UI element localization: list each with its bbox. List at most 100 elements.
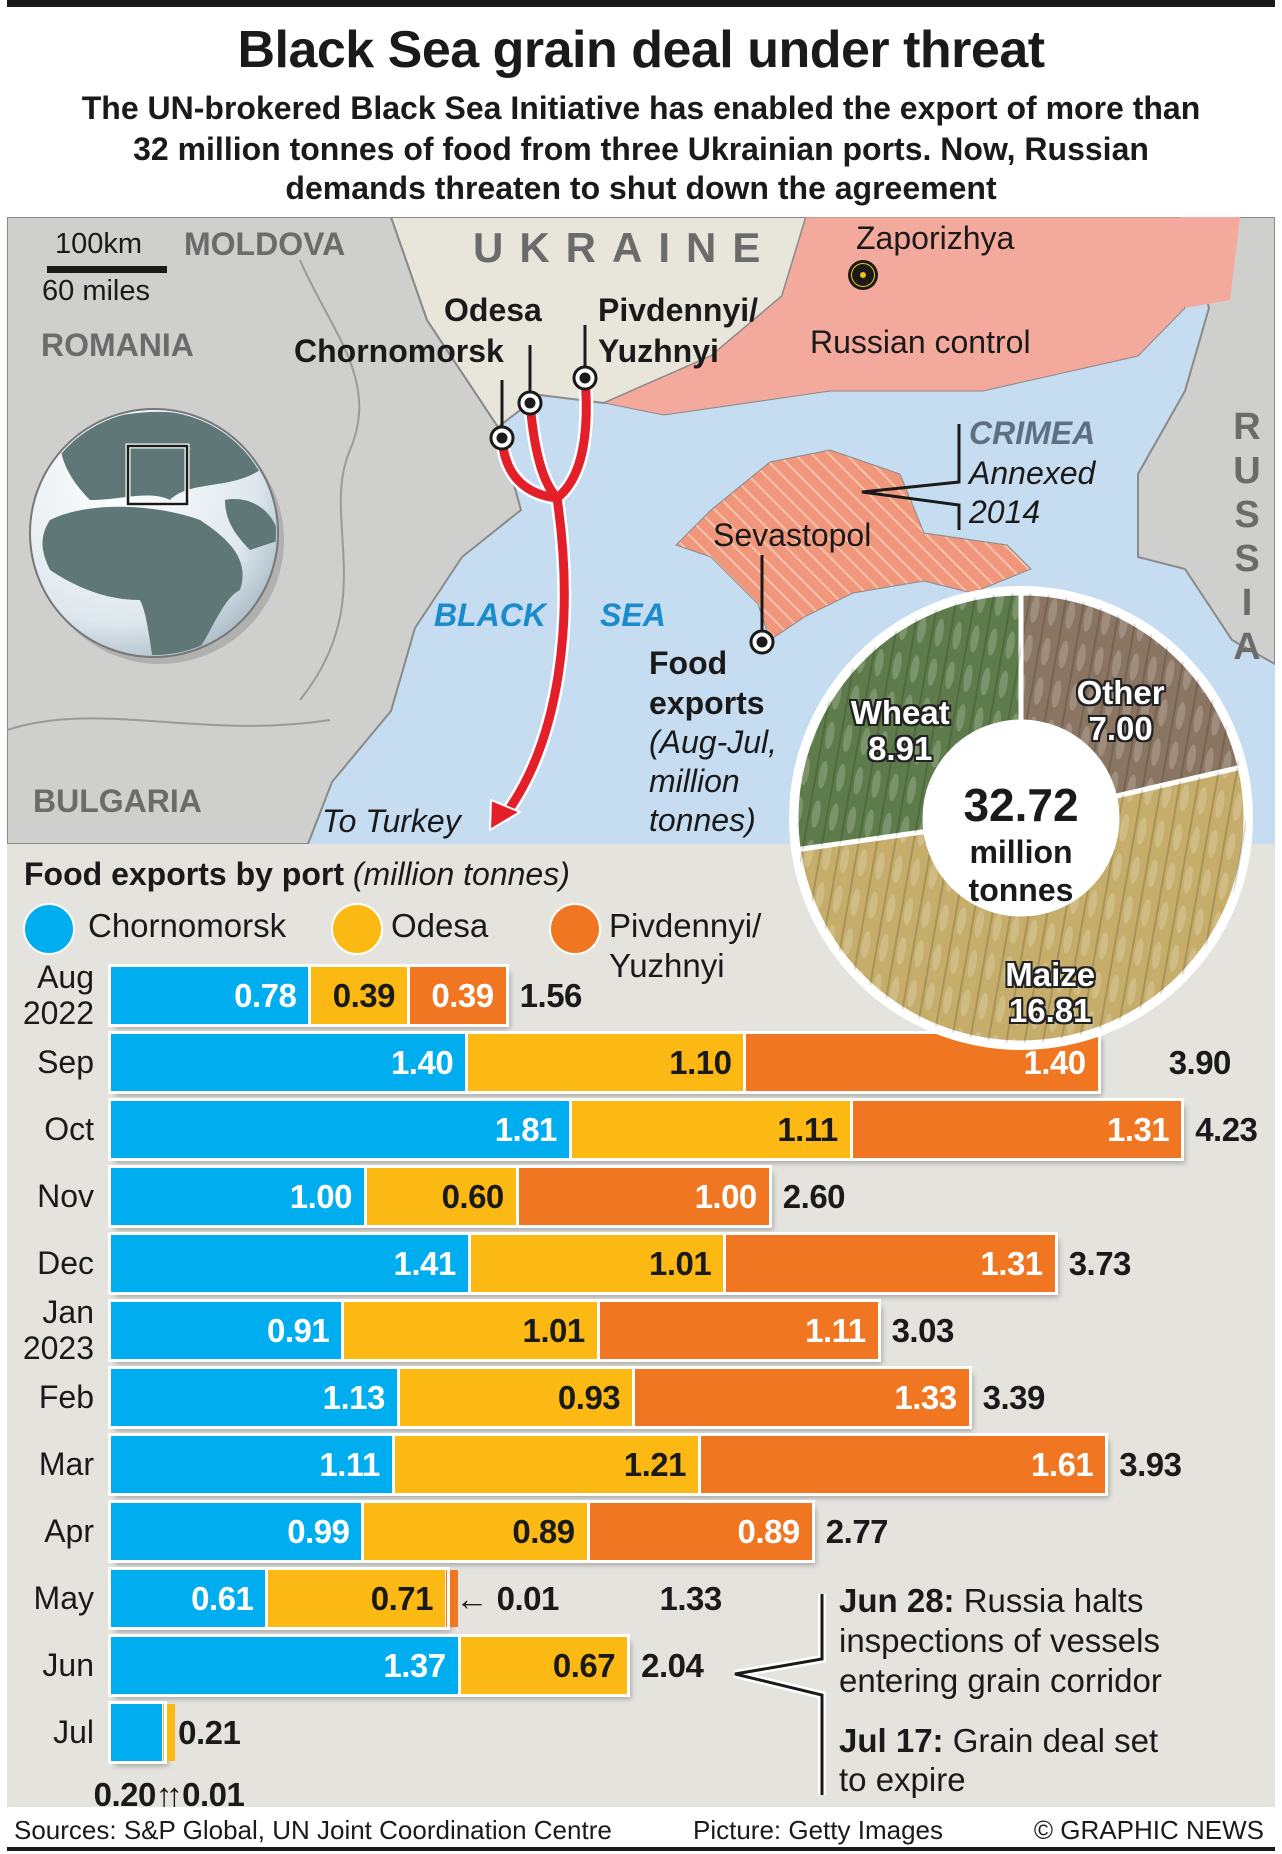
sea-label-sea: SEA [600, 597, 666, 633]
port-markers [489, 325, 775, 655]
month-label-line: Jul [53, 1714, 94, 1750]
bar-total: 3.93 [1119, 1445, 1182, 1483]
bar-segment-chornomorsk: 1.00 [111, 1167, 364, 1225]
bar-row: 0.91 1.01 1.11 [108, 1298, 881, 1362]
annotation-jun28: Jun 28: Russia halts [839, 1582, 1143, 1620]
russia-north-pink [1180, 217, 1240, 308]
month-label-line: Feb [38, 1379, 94, 1415]
month-label: Nov [4, 1178, 94, 1214]
legend-swatch-odesa [331, 903, 383, 955]
country-label-moldova: MOLDOVA [184, 226, 346, 262]
annotation-text: entering grain corridor [839, 1662, 1162, 1699]
bar-segment-chornomorsk: 1.40 [111, 1033, 466, 1091]
bar-segment-odesa: 0.39 [308, 966, 407, 1024]
food-exports-label: exports [649, 685, 765, 721]
bar-row: 1.13 0.93 1.33 [108, 1365, 972, 1429]
subtitle-line: demands threaten to shut down the agreem… [285, 170, 997, 206]
bar-total: 2.60 [782, 1177, 846, 1215]
subtitle-line: The UN-brokered Black Sea Initiative has… [81, 90, 1201, 126]
port-label-pivdennyi: Pivdennyi/ [598, 292, 759, 328]
crimea-pointer [861, 424, 961, 530]
month-label-line: Jun [42, 1647, 94, 1683]
pie-label-value: 7.00 [1088, 709, 1153, 747]
pie-label-value: 8.91 [868, 730, 933, 768]
radial-lines [7, 259, 361, 731]
month-label: Jun [4, 1647, 94, 1683]
bar-segment-chornomorsk: 1.81 [111, 1100, 569, 1158]
bar-total: 3.73 [1068, 1244, 1132, 1282]
month-label-line: May [33, 1580, 94, 1616]
pie-label-name: Maize [1005, 956, 1096, 994]
legend-swatch-pivdennyi [549, 903, 601, 955]
bar-segment-odesa: 1.01 [467, 1234, 724, 1292]
country-label-ukraine: UKRAINE [473, 224, 777, 271]
route-arrowhead [488, 798, 523, 832]
pie-label-value: 16.81 [1008, 992, 1092, 1030]
bar-segment-odesa: 0.89 [361, 1502, 587, 1560]
month-label: Jan 2023 [4, 1294, 94, 1366]
bar-segment-odesa: 0.93 [396, 1368, 633, 1426]
crimea-area [675, 449, 1032, 641]
bar-total: 1.56 [519, 976, 583, 1014]
country-label-romania: ROMANIA [41, 327, 194, 363]
legend-label-chornomorsk: Chornomorsk [88, 907, 287, 944]
food-exports-period: (Aug-Jul, [649, 724, 778, 760]
legend-label-pivdennyi: Pivdennyi/ [609, 907, 762, 944]
bar-segment-pivdennyi: 0.39 [406, 966, 506, 1024]
radiation-icon [848, 260, 878, 290]
month-label: Dec [4, 1245, 94, 1281]
port-label-yuzhnyi: Yuzhnyi [598, 333, 719, 369]
bar-segment-chornomorsk: 0.99 [111, 1502, 362, 1560]
food-exports-label: Food [649, 645, 728, 681]
bar-total: 3.03 [891, 1311, 955, 1349]
top-rule [7, 0, 1275, 7]
bar-segment-odesa: 1.01 [341, 1301, 597, 1359]
bar-segment-pivdennyi [444, 1569, 458, 1627]
bar-segment-chornomorsk: 0.91 [111, 1301, 342, 1359]
bar-row: 1.11 1.21 1.61 [107, 1432, 1109, 1496]
city-label-zaporizhya: Zaporizhya [856, 220, 1015, 256]
to-turkey-label: To Turkey [322, 803, 461, 839]
bar-segment-odesa: 1.11 [568, 1100, 850, 1158]
month-label-line: Aug [37, 959, 94, 995]
bar-row: 0.61 0.71 [107, 1566, 458, 1630]
bar-row: 1.40 1.10 1.40 [108, 1030, 1101, 1094]
legend-label-yuzhnyi: Yuzhnyi [609, 947, 725, 984]
footer-picture-credit: Picture: Getty Images [693, 1815, 943, 1845]
country-label-russia: RUSSIA [1233, 406, 1261, 668]
bar-row: 1.37 0.67 [107, 1633, 631, 1697]
scale-km-label: 100km [55, 228, 143, 260]
pie-label-other: Other 7.00 [1076, 673, 1165, 747]
annotation-text: Russia halts [954, 1582, 1144, 1619]
bar-segment-chornomorsk: 1.41 [111, 1234, 468, 1292]
bar-segment-odesa: 0.67 [457, 1636, 628, 1694]
small-value-label: 0.20↑ [93, 1775, 173, 1813]
bar-total: 3.90 [1168, 1043, 1232, 1081]
bar-total: 3.39 [982, 1378, 1046, 1416]
bar-segment-chornomorsk: 0.78 [111, 966, 309, 1024]
page-title: Black Sea grain deal under threat [237, 21, 1045, 79]
bar-segment-pivdennyi: 1.31 [849, 1100, 1182, 1158]
bar-segment-odesa: 1.10 [465, 1033, 744, 1091]
bar-segment-odesa: 0.71 [265, 1569, 445, 1627]
bar-row: 1.81 1.11 1.31 [107, 1097, 1185, 1161]
annotation-date: Jul 17: [839, 1722, 944, 1759]
bar-segment-pivdennyi: 1.33 [632, 1368, 969, 1426]
month-label-line: 2022 [22, 995, 94, 1031]
chart-title-text: Food exports by port [24, 856, 344, 892]
crimea-label: CRIMEA [969, 415, 1096, 451]
bar-segment-chornomorsk: 1.11 [111, 1435, 392, 1493]
bar-segment-pivdennyi: 1.11 [596, 1301, 878, 1359]
bar-row: 0.99 0.89 0.89 [108, 1499, 815, 1563]
crimea-year-label: 2014 [969, 494, 1041, 530]
port-label-odesa: Odesa [444, 292, 542, 328]
pie-label-name: Other [1076, 673, 1165, 711]
port-label-chornomorsk: Chornomorsk [294, 333, 504, 369]
legend-label-odesa: Odesa [391, 907, 489, 944]
scale-miles-label: 60 miles [42, 275, 150, 307]
bar-total: 2.04 [641, 1646, 704, 1684]
bar-segment-chornomorsk: 1.13 [111, 1368, 397, 1426]
month-label-line: Apr [44, 1513, 94, 1549]
